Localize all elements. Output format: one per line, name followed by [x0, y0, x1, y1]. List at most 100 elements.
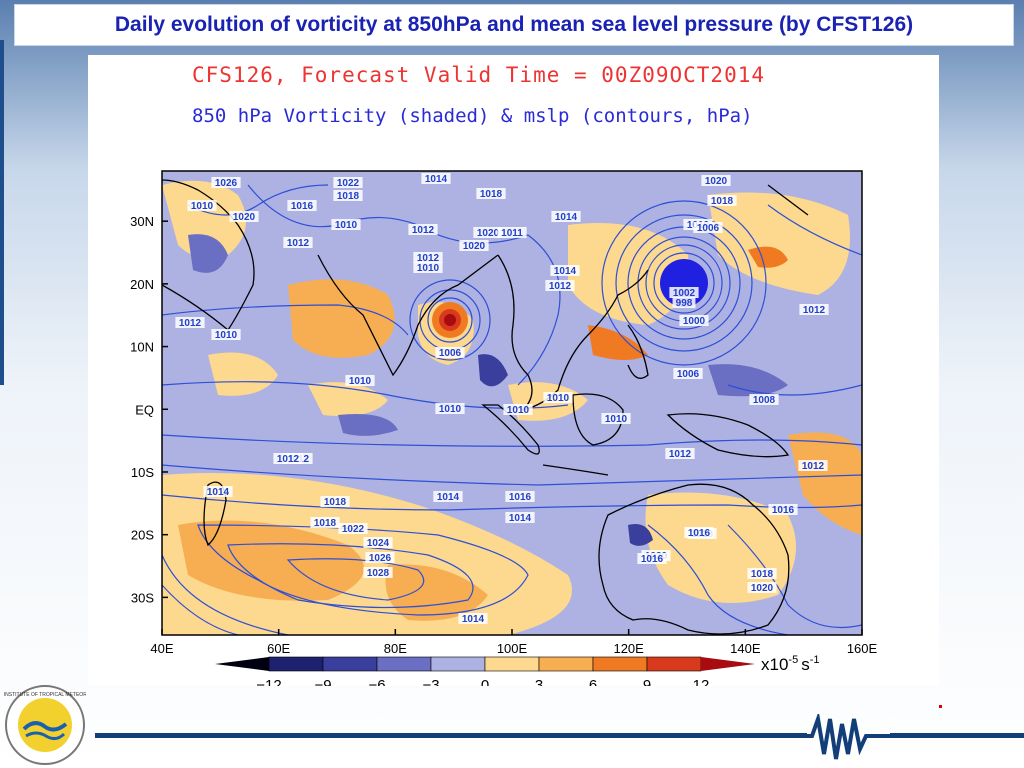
- contour-label: 1014: [437, 492, 460, 503]
- contour-label-bg: [503, 404, 533, 415]
- contour-label: 1014: [425, 174, 448, 185]
- contour-label: 1016: [291, 201, 314, 212]
- contour-label-bg: [550, 265, 580, 276]
- contour-label-bg: [747, 568, 777, 579]
- colorbar-tick-label: 3: [535, 677, 543, 686]
- footer-rule-left: [95, 733, 807, 738]
- contour-label-bg: [505, 491, 535, 502]
- contour-label-bg: [601, 413, 631, 424]
- contour-label-bg: [365, 552, 395, 563]
- isobar: [162, 554, 289, 635]
- contour-label-bg: [749, 394, 779, 405]
- colorbar-segment: [592, 656, 648, 672]
- contour-label-bg: [458, 613, 488, 624]
- vorticity-map: 30N 20N 10N EQ 10S 20S 30S 40E 60E 80E 100E 120E 140…: [130, 170, 878, 686]
- contour-label-bg: [543, 392, 573, 403]
- contour-label: 1028: [367, 568, 390, 579]
- contour-label: 1012: [277, 454, 300, 465]
- tick-labels: 30N 20N 10N EQ 10S 20S 30S 40E 60E 80E 100E 120E 140…: [130, 214, 877, 656]
- lon-label: 80E: [384, 641, 407, 656]
- colorbar-tick-label: 6: [589, 677, 597, 686]
- colorbar-tick-label: −12: [256, 677, 281, 686]
- southeast-asia-coast: [497, 254, 649, 412]
- contour-label-bg: [799, 304, 829, 315]
- contour-label: 1016: [688, 528, 711, 539]
- typhoon-isobar: [637, 236, 731, 330]
- colorbar-right-cap: [701, 657, 755, 671]
- contour-label: 1010: [547, 393, 570, 404]
- contour-label-bg: [273, 453, 303, 464]
- colorbar: −12 −9 −6 −3 0 3 6 9 12 x10-5 s-1: [215, 654, 819, 686]
- signal-wave-graphic: [800, 714, 895, 760]
- contour-label: 1012: [669, 449, 692, 460]
- contour-label-bg: [211, 329, 241, 340]
- bay-of-bengal-vortex-core: [444, 314, 456, 326]
- contour-label: 1018: [337, 191, 360, 202]
- contour-label-bg: [363, 537, 393, 548]
- borneo-coast: [572, 393, 624, 446]
- contour-label: 1018: [711, 196, 734, 207]
- contour-label-bg: [459, 240, 489, 251]
- isobar: [647, 524, 789, 635]
- contour-label: 1014: [509, 513, 532, 524]
- contour-label-bg: [473, 227, 503, 238]
- contour-label-bg: [413, 252, 443, 263]
- colorbar-unit: x10-5 s-1: [761, 654, 819, 674]
- contour-label: 1022: [342, 524, 365, 535]
- contour-label: 1024: [367, 538, 390, 549]
- contour-label-bg: [665, 448, 695, 459]
- contour-label: 1014: [555, 212, 578, 223]
- contour-label-bg: [637, 553, 667, 564]
- contour-label-bg: [363, 567, 393, 578]
- contour-label: 1026: [369, 553, 392, 564]
- contour-label: 1010: [335, 220, 358, 231]
- contour-label-bg: [747, 582, 777, 593]
- vorticity-patch: [178, 520, 364, 601]
- colorbar-tick-label: 0: [481, 677, 489, 686]
- footer-rule-right: [890, 733, 1024, 738]
- contour-label-bg: [669, 287, 699, 298]
- cyclone-isobar: [427, 297, 473, 343]
- contour-label: 1012: [412, 225, 435, 236]
- contour-label: 1018: [480, 189, 503, 200]
- contour-label-bg: [435, 403, 465, 414]
- lon-label: 160E: [847, 641, 878, 656]
- contour-label-bg: [320, 496, 350, 507]
- contour-label-bg: [707, 195, 737, 206]
- vorticity-patch: [308, 382, 388, 416]
- isobar: [187, 184, 329, 216]
- contour-label-bg: [421, 173, 451, 184]
- colorbar-tick-label: −9: [314, 677, 331, 686]
- slide-title-bar: Daily evolution of vorticity at 850hPa a…: [14, 4, 1014, 46]
- isobar: [286, 558, 425, 601]
- colorbar-segment: [322, 656, 378, 672]
- vorticity-patch: [338, 414, 398, 436]
- contour-label-bg: [333, 177, 363, 188]
- java-coast: [542, 464, 609, 476]
- isobar: [767, 204, 862, 256]
- lat-label: 10N: [130, 340, 154, 355]
- lat-label: 10S: [131, 465, 154, 480]
- contour-label: 1018: [751, 569, 774, 580]
- contour-label: 1006: [677, 369, 700, 380]
- isobar: [227, 543, 474, 609]
- contour-label-bg: [433, 491, 463, 502]
- australia-coast: [598, 483, 790, 635]
- contour-label-bg: [229, 211, 259, 222]
- contour-label: 1020: [233, 212, 256, 223]
- contour-label: 1010: [349, 376, 372, 387]
- contour-label: 1020: [477, 228, 500, 239]
- contour-label-bg: [345, 375, 375, 386]
- colorbar-segment: [268, 656, 324, 672]
- colorbar-left-cap: [215, 657, 269, 671]
- contour-label-bg: [187, 200, 217, 211]
- contour-label: 1026: [215, 178, 238, 189]
- typhoon-isobar: [615, 214, 753, 352]
- isobar: [162, 464, 862, 486]
- philippines-coast: [627, 324, 649, 379]
- contour-label: 1014: [462, 614, 485, 625]
- madagascar-coast: [203, 481, 227, 547]
- vorticity-patch: [748, 246, 788, 268]
- forecast-map-figure: CFS126, Forecast Valid Time = 00Z09OCT20…: [88, 55, 939, 686]
- contour-label: 1016: [772, 505, 795, 516]
